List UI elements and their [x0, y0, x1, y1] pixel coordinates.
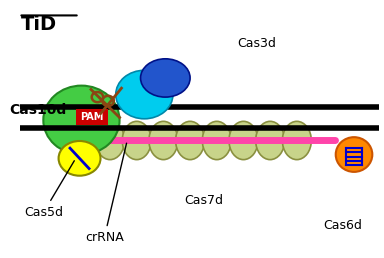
Ellipse shape [175, 121, 205, 160]
Text: Cas3d: Cas3d [238, 37, 276, 50]
FancyBboxPatch shape [76, 109, 108, 125]
Ellipse shape [229, 121, 258, 160]
Ellipse shape [336, 137, 372, 172]
Text: Cas5d: Cas5d [24, 161, 74, 219]
Ellipse shape [96, 121, 124, 160]
Text: Cas7d: Cas7d [184, 194, 223, 207]
Ellipse shape [282, 121, 311, 160]
Text: Cas6d: Cas6d [323, 220, 362, 232]
Ellipse shape [141, 59, 190, 97]
Text: TiD: TiD [20, 15, 56, 34]
Text: crRNA: crRNA [85, 143, 127, 244]
Text: PAM: PAM [80, 112, 104, 122]
Ellipse shape [116, 70, 173, 119]
Ellipse shape [43, 86, 119, 155]
Text: Cas10d: Cas10d [9, 103, 66, 117]
Ellipse shape [59, 141, 101, 176]
Ellipse shape [149, 121, 178, 160]
Ellipse shape [202, 121, 231, 160]
Ellipse shape [122, 121, 151, 160]
Ellipse shape [256, 121, 285, 160]
